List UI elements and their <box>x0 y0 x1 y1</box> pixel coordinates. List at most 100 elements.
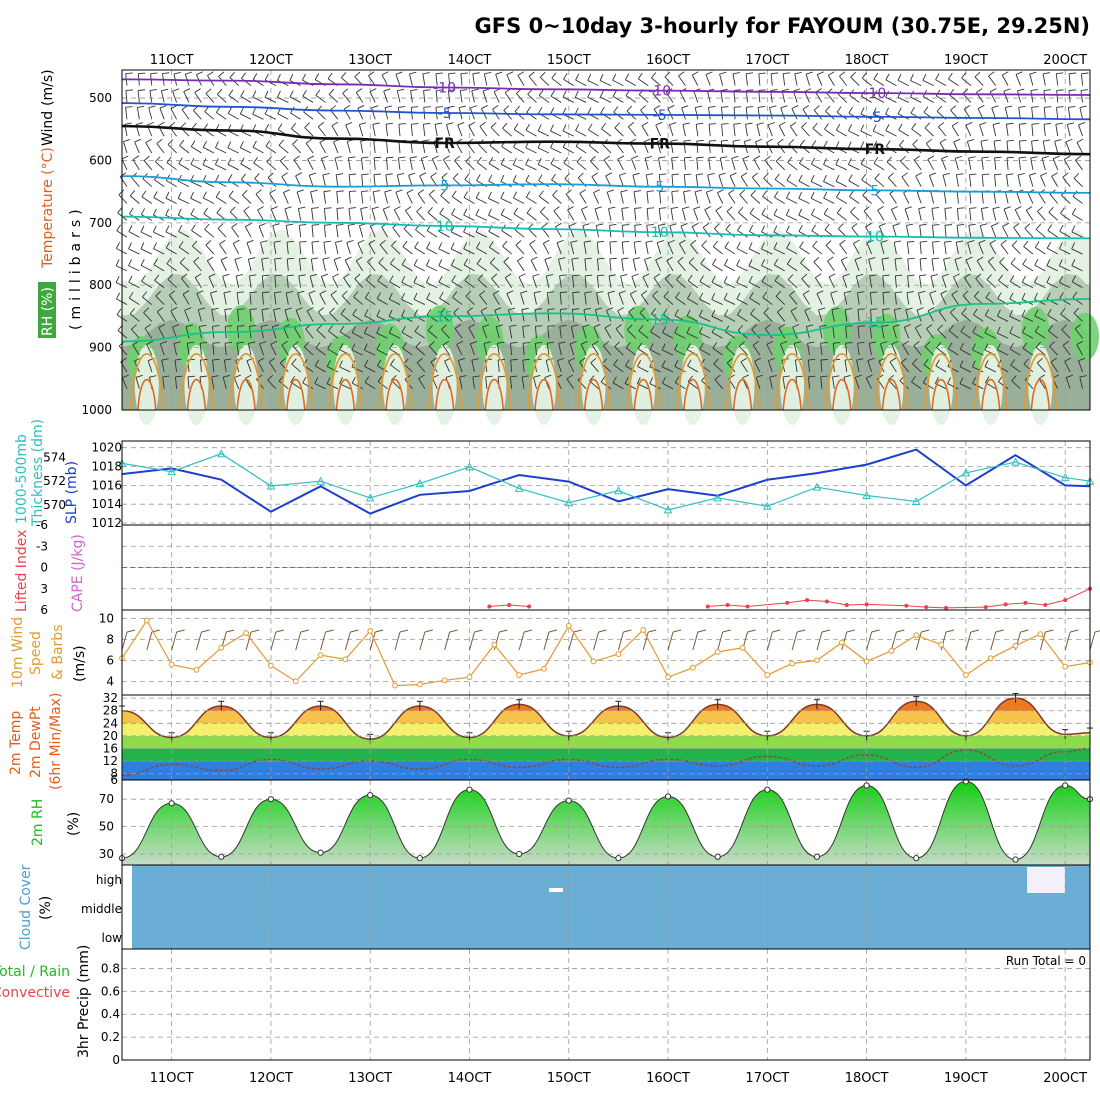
wind-barb-flag <box>523 342 531 344</box>
wind-barb-staff <box>674 332 686 339</box>
y-tick-label: 900 <box>89 341 112 355</box>
wind-barb-staff <box>184 310 190 322</box>
wind10-barb-flag <box>672 629 682 633</box>
wind-barb-staff <box>521 309 525 322</box>
wind-barb-flag <box>330 105 337 111</box>
wind-barb-staff <box>987 261 997 272</box>
wind-barb-flag <box>460 72 468 75</box>
wind-barb-staff <box>861 179 872 188</box>
wind-barb-flag <box>984 326 989 334</box>
wind-barb-staff <box>550 147 562 154</box>
wind-barb-staff <box>952 276 959 288</box>
wind-barb-flag <box>413 276 418 283</box>
wind-barb-staff <box>1047 314 1058 322</box>
wind-barb-staff <box>1017 174 1021 187</box>
wind-barb-flag <box>115 242 120 249</box>
wind-barb-flag <box>1034 241 1040 248</box>
wind-barb-flag <box>899 139 905 146</box>
wind-barb-flag <box>504 273 512 278</box>
wind-barb-staff <box>371 107 376 120</box>
wind10-barb <box>245 631 252 651</box>
wind-barb-flag <box>464 173 470 180</box>
wind-barb-flag <box>749 292 754 299</box>
wind-barb-staff <box>395 74 401 86</box>
wind-barb-staff <box>603 159 612 171</box>
wind-barb-flag <box>959 343 964 350</box>
wind-barb-flag <box>311 257 319 260</box>
wind-barb-staff <box>370 225 376 238</box>
wind-barb-staff <box>820 343 823 356</box>
wind-barb-flag <box>597 257 605 260</box>
wind-barb-staff <box>525 147 537 154</box>
wind-barb-staff <box>530 259 537 272</box>
wind-barb-flag <box>316 324 323 331</box>
y-tick-label: 8 <box>110 767 118 781</box>
rh-fill-trough <box>482 345 507 426</box>
wind-barb-staff <box>141 281 153 289</box>
wind-barb-staff <box>355 260 364 272</box>
wind-barb-flag <box>317 307 325 313</box>
wind-barb-staff <box>203 197 215 204</box>
wind-barb-flag <box>644 155 652 159</box>
wind-barb-staff <box>695 174 699 187</box>
wind-barb-flag <box>632 172 640 176</box>
wind-barb-staff <box>1073 177 1083 187</box>
wind-barb-staff <box>364 315 376 322</box>
wind-barb-flag <box>286 274 294 277</box>
wind10-barb-flag <box>896 629 905 633</box>
wind-barb-staff <box>947 366 959 373</box>
wind-barb-flag <box>1009 342 1014 350</box>
wind-barb-flag <box>360 206 368 209</box>
wind-barb-staff <box>675 297 686 305</box>
wind-barb-staff <box>466 143 475 154</box>
wind-barb-flag <box>252 107 256 115</box>
wind10-barb <box>419 631 426 651</box>
wind-barb-flag <box>823 140 828 148</box>
wind-barb-staff <box>228 195 239 204</box>
wind-barb-flag <box>340 72 347 79</box>
wind-barb-flag <box>885 73 890 81</box>
wind-barb-staff <box>733 124 736 137</box>
wind-barb-flag <box>847 158 852 165</box>
wind-barb-flag <box>544 374 552 378</box>
wind-barb-staff <box>919 225 922 238</box>
wind-barb-staff <box>1005 124 1009 137</box>
y-tick-label: 32 <box>103 691 118 705</box>
wind-barb-staff <box>1018 157 1021 170</box>
wind-barb-staff <box>378 262 388 272</box>
wind-barb-flag <box>790 307 798 312</box>
wind-barb-flag <box>418 374 425 379</box>
wind-barb-flag <box>166 257 172 265</box>
wind-barb-flag <box>264 107 269 115</box>
wind-barb-staff <box>849 196 860 204</box>
wind-barb-staff <box>637 366 649 373</box>
wind-barb-staff <box>299 258 302 271</box>
wind10-point <box>888 648 895 654</box>
wind-barb-flag <box>996 326 1001 334</box>
wind-barb-staff <box>202 164 215 171</box>
wind-barb-flag <box>802 105 810 110</box>
wind-barb-flag <box>546 274 554 277</box>
wind-barb-flag <box>906 223 914 226</box>
wind-barb-staff <box>344 259 351 272</box>
wind-barb-flag <box>115 259 120 266</box>
wind-barb-flag <box>987 256 995 262</box>
wind10-barb-flag <box>797 629 806 633</box>
wind10-barb-flag <box>474 629 483 633</box>
wind-barb-flag <box>711 292 716 300</box>
wind-barb-staff <box>938 311 947 322</box>
wind-barb-staff <box>645 242 649 255</box>
wind-barb-staff <box>329 312 339 322</box>
wind-barb-staff <box>1071 248 1083 255</box>
wind-barb-flag <box>128 207 134 215</box>
wind-barb-flag <box>634 207 642 209</box>
wind-barb-staff <box>435 73 438 86</box>
wind-barb-flag <box>190 191 195 199</box>
wind-barb-staff <box>121 377 128 389</box>
wind-barb-flag <box>657 240 664 243</box>
wind-barb-staff <box>303 111 314 120</box>
wind-barb-flag <box>1030 88 1038 92</box>
wind-barb-flag <box>972 326 977 333</box>
wind-barb-staff <box>415 346 426 356</box>
wind-barb-staff <box>1065 141 1071 154</box>
